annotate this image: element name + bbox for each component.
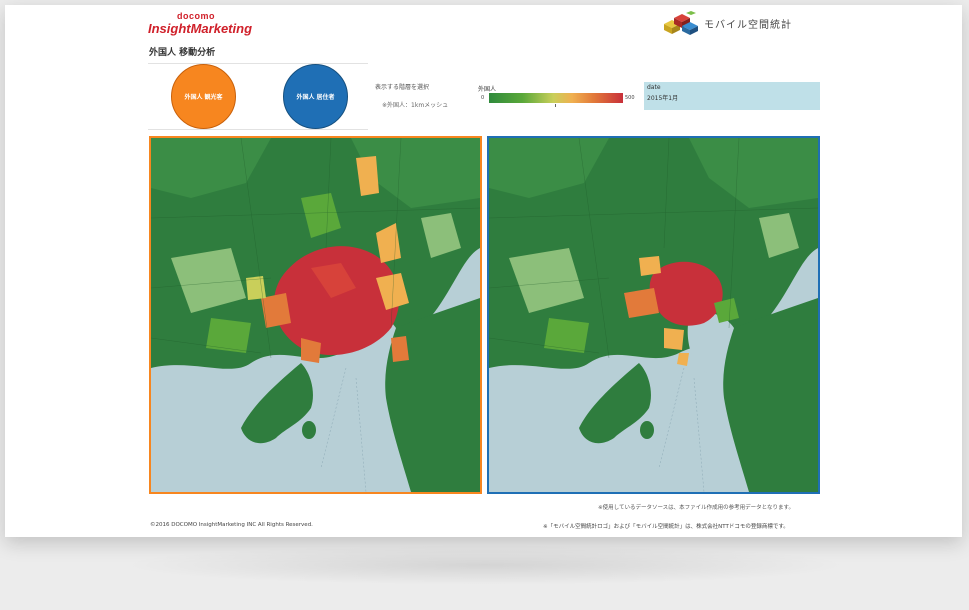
legend-max: 500 [625,95,635,101]
tourist-heat-map[interactable] [149,136,482,494]
color-scale-bar [489,93,623,103]
date-filter[interactable]: date 2015年1月 [644,82,820,110]
hierarchy-select-label: 表示する階層を選択 [375,84,430,91]
foreign-tourist-button[interactable]: 外国人 観光客 [171,64,236,129]
slide-shadow [120,545,850,585]
visitor-type-selector: 外国人 観光客 外国人 居住者 [148,63,368,130]
legend-mid-tick [555,104,556,107]
logo-text: モバイル空間統計 [704,19,792,31]
docomo-logo-text: docomo [177,11,215,21]
legend-min: 0 [481,95,485,101]
trademark-note: ※「モバイル空間統計ロゴ」および「モバイル空間統計」は、株式会社NTTドコモの登… [543,524,789,530]
date-filter-value: 2015年1月 [647,95,679,102]
insightmarketing-logo-text: InsightMarketing [148,21,253,36]
page-title: 外国人 移動分析 [149,48,216,58]
foreign-resident-button[interactable]: 外国人 居住者 [283,64,348,129]
data-source-note: ※使用しているデータソースは、本ファイル作成用の参考用データとなります。 [598,505,794,511]
mobile-spatial-statistics-logo: モバイル空間統計 [662,10,792,36]
legend-title: 外国人 [478,86,497,93]
resident-heat-map[interactable] [487,136,820,494]
date-filter-label: date [647,84,661,91]
hierarchy-select-option[interactable]: ※外国人：1kmメッシュ [382,102,449,109]
cube-logo-icon [664,11,698,35]
copyright: ©2016 DOCOMO InsightMarketing INC All Ri… [150,522,313,528]
